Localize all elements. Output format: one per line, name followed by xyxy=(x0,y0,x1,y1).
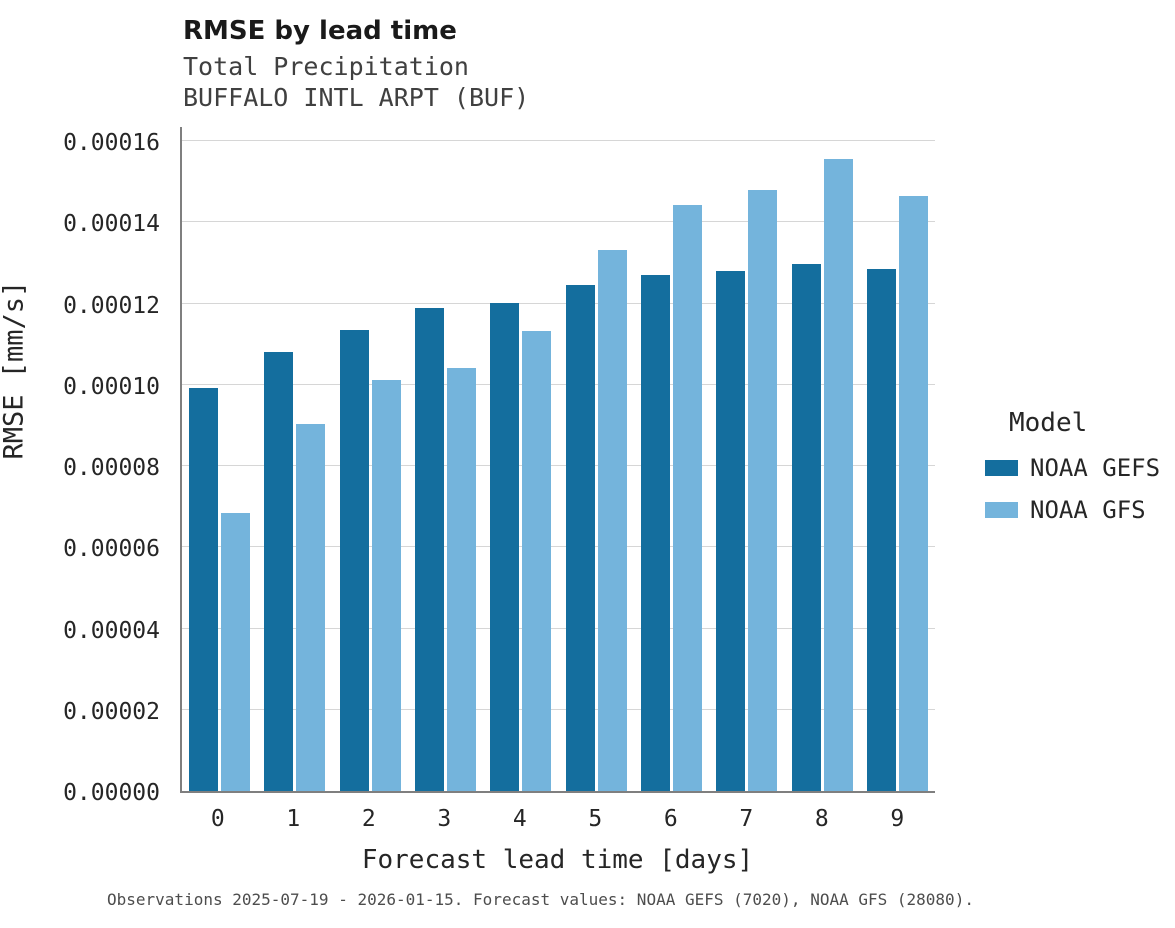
bar-noaa-gefs-day-3 xyxy=(415,308,445,791)
x-tick-label-5: 5 xyxy=(588,806,603,832)
x-tick-label-9: 9 xyxy=(890,806,905,832)
gridline-0.00008 xyxy=(182,465,935,466)
chart-title: RMSE by lead time xyxy=(183,16,457,46)
x-tick-label-0: 0 xyxy=(210,806,225,832)
y-tick-label: 0.00016 xyxy=(63,130,160,156)
y-tick-label: 0.00010 xyxy=(63,373,160,400)
gridline-0.00002 xyxy=(182,708,935,710)
gridline-0.00004 xyxy=(182,627,935,629)
bar-noaa-gfs-day-2 xyxy=(371,380,401,791)
bar-group-day-8 xyxy=(791,159,853,791)
legend-swatch-icon xyxy=(985,460,1018,476)
y-tick-label: 0.00014 xyxy=(63,211,160,238)
bar-noaa-gefs-day-5 xyxy=(565,285,595,791)
bar-noaa-gefs-day-2 xyxy=(339,330,369,791)
y-tick-label: 0.00008 xyxy=(63,455,160,481)
gridline-0.00016 xyxy=(182,140,935,141)
legend-label: NOAA GFS xyxy=(1030,496,1146,524)
bar-group-day-4 xyxy=(490,303,552,791)
gridline-0.00006 xyxy=(182,546,935,548)
gridline-0.00012 xyxy=(182,302,935,304)
bar-noaa-gefs-day-7 xyxy=(716,271,746,791)
legend-swatch-icon xyxy=(985,502,1018,518)
chart-subtitle-station: BUFFALO INTL ARPT (BUF) xyxy=(183,83,530,112)
plot-area xyxy=(180,127,935,793)
legend-item-noaa-gfs: NOAA GFS xyxy=(985,496,1160,524)
bar-group-day-0 xyxy=(189,388,251,791)
x-axis-label: Forecast lead time [days] xyxy=(361,845,754,875)
y-tick-label: 0.00012 xyxy=(63,292,160,319)
bar-noaa-gfs-day-0 xyxy=(221,513,251,791)
bar-group-day-3 xyxy=(415,308,477,791)
legend-title: Model xyxy=(1009,408,1088,438)
x-tick-label-2: 2 xyxy=(361,806,376,832)
x-axis-ticks: 0 1 2 3 4 5 6 7 8 9 xyxy=(180,806,935,832)
bar-noaa-gefs-day-8 xyxy=(791,264,821,791)
bar-noaa-gfs-day-4 xyxy=(522,331,552,791)
bar-group-day-2 xyxy=(339,330,401,791)
y-tick-label: 0.00000 xyxy=(63,780,160,806)
bars-container xyxy=(182,127,935,791)
y-tick-label: 0.00002 xyxy=(63,698,160,725)
x-tick-label-4: 4 xyxy=(512,806,527,832)
legend-item-noaa-gefs: NOAA GEFS xyxy=(985,454,1160,482)
legend: Model NOAA GEFS NOAA GFS xyxy=(985,408,1160,524)
legend-items: NOAA GEFS NOAA GFS xyxy=(985,454,1160,524)
bar-noaa-gfs-day-6 xyxy=(672,205,702,791)
caption: Observations 2025-07-19 - 2026-01-15. Fo… xyxy=(107,890,974,909)
y-tick-label: 0.00006 xyxy=(63,536,160,563)
x-tick-label-6: 6 xyxy=(663,806,678,832)
bar-noaa-gfs-day-1 xyxy=(296,424,326,791)
legend-label: NOAA GEFS xyxy=(1030,454,1161,482)
y-axis-ticks: 0.00000 0.00002 0.00004 0.00006 0.00008 0.000… xyxy=(0,127,180,806)
bar-noaa-gefs-day-6 xyxy=(640,275,670,791)
bar-noaa-gefs-day-9 xyxy=(866,269,896,791)
chart-subtitle-variable: Total Precipitation xyxy=(183,52,469,81)
bar-group-day-7 xyxy=(716,190,778,791)
bar-noaa-gefs-day-0 xyxy=(189,388,219,791)
gridline-0.00014 xyxy=(182,221,935,223)
bar-noaa-gefs-day-4 xyxy=(490,303,520,791)
x-tick-label-3: 3 xyxy=(437,806,452,832)
bar-group-day-9 xyxy=(866,196,928,791)
bar-noaa-gfs-day-5 xyxy=(597,250,627,791)
x-tick-label-7: 7 xyxy=(739,806,754,832)
bar-noaa-gfs-day-7 xyxy=(748,190,778,791)
bar-group-day-5 xyxy=(565,250,627,791)
x-tick-label-8: 8 xyxy=(814,806,829,832)
bar-noaa-gfs-day-9 xyxy=(898,196,928,791)
bar-noaa-gefs-day-1 xyxy=(264,352,294,791)
x-tick-label-1: 1 xyxy=(286,806,301,832)
y-tick-label: 0.00004 xyxy=(63,617,160,644)
bar-group-day-1 xyxy=(264,352,326,791)
bar-noaa-gfs-day-3 xyxy=(447,368,477,791)
gridline-0.00010 xyxy=(182,383,935,385)
bar-noaa-gfs-day-8 xyxy=(823,159,853,791)
bar-group-day-6 xyxy=(640,205,702,791)
